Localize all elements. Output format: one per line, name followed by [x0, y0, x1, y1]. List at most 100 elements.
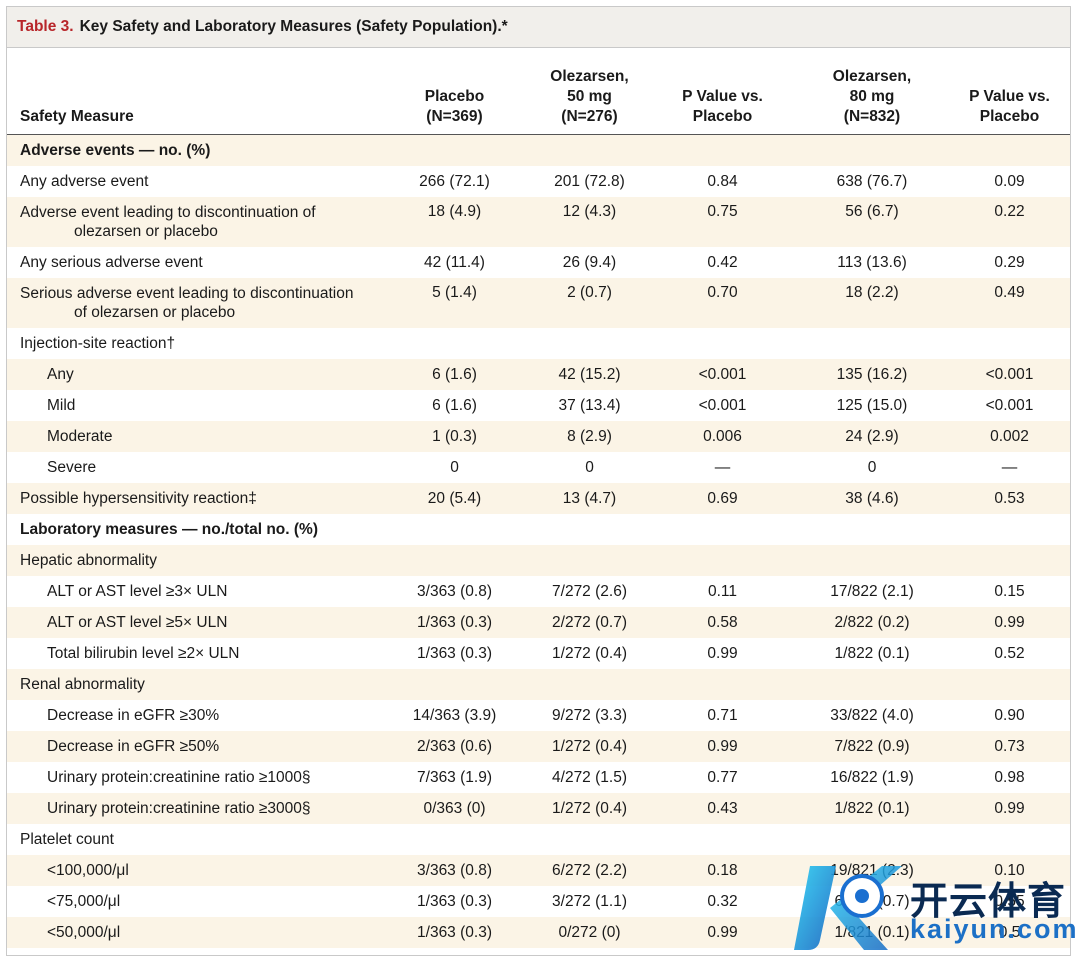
table-row: Any adverse event 266 (72.1) 201 (72.8) 0.8… [7, 166, 1070, 197]
p-value-50: 0.77 [707, 768, 738, 786]
table-row: Possible hypersensitivity reaction‡ 20 (5… [7, 483, 1070, 514]
table-title: Key Safety and Laboratory Measures (Safe… [79, 18, 508, 35]
placebo-value: 0/363 (0) [423, 799, 486, 817]
placebo-value: 42 (11.4) [424, 253, 485, 271]
p-value-50: <0.001 [698, 365, 747, 383]
placebo-value: 1/363 (0.3) [417, 892, 492, 910]
table-row: Hepatic abnormality [7, 545, 1070, 576]
row-label: Laboratory measures — no./total no. (%) [20, 520, 318, 538]
olezarsen-80-value: 33/822 (4.0) [830, 706, 914, 724]
row-label: Any adverse event [20, 172, 149, 190]
placebo-value: 18 (4.9) [427, 203, 482, 220]
olezarsen-50-value: 1/272 (0.4) [552, 644, 627, 662]
olezarsen-50-value: 6/272 (2.2) [552, 861, 627, 879]
row-label: Total bilirubin level ≥2× ULN [47, 644, 240, 662]
p-value-80: <0.001 [985, 396, 1034, 414]
placebo-value: 3/363 (0.8) [417, 861, 492, 879]
p-value-50: 0.42 [707, 253, 738, 271]
p-value-50: 0.32 [707, 892, 738, 910]
row-label: ALT or AST level ≥5× ULN [47, 613, 228, 631]
row-label: Platelet count [20, 830, 114, 848]
placebo-value: 0 [450, 458, 459, 476]
table-row: Total bilirubin level ≥2× ULN 1/363 (0.3)… [7, 638, 1070, 669]
section-row: Laboratory measures — no./total no. (%) [7, 514, 1070, 545]
olezarsen-50-value: 1/272 (0.4) [552, 799, 627, 817]
table-row: ALT or AST level ≥3× ULN 3/363 (0.8) 7/272… [7, 576, 1070, 607]
table-title-bar: Table 3. Key Safety and Laboratory Measu… [7, 7, 1070, 48]
row-label: ALT or AST level ≥3× ULN [47, 582, 228, 600]
placebo-value: 266 (72.1) [419, 172, 490, 190]
p-value-80: 0.10 [994, 861, 1025, 879]
placebo-value: 1/363 (0.3) [417, 923, 492, 941]
table-row: Platelet count [7, 824, 1070, 855]
row-label: <75,000/μl [47, 892, 121, 910]
p-value-50: 0.99 [707, 644, 738, 662]
olezarsen-80-value: 7/822 (0.9) [834, 737, 910, 755]
row-label: Moderate [47, 427, 113, 445]
olezarsen-50-value: 37 (13.4) [558, 396, 621, 414]
watermark: 开云体育 kaiyun.com [790, 862, 1077, 952]
row-label: Renal abnormality [20, 675, 145, 693]
p-value-50: 0.43 [707, 799, 738, 817]
olezarsen-80-value: 18 (2.2) [845, 284, 899, 301]
table-row: Any serious adverse event 42 (11.4) 26 (9.… [7, 247, 1070, 278]
section-row: Adverse events — no. (%) [7, 135, 1070, 166]
table-row: Decrease in eGFR ≥30% 14/363 (3.9) 9/272 (… [7, 700, 1070, 731]
olezarsen-80-value: 17/822 (2.1) [830, 582, 914, 600]
table-row: Severe 0 0 — 0 — [7, 452, 1070, 483]
table-row: Decrease in eGFR ≥50% 2/363 (0.6) 1/272 (0… [7, 731, 1070, 762]
table-number: Table 3. [17, 18, 74, 35]
row-label: Decrease in eGFR ≥30% [47, 706, 220, 724]
olezarsen-50-value: 26 (9.4) [562, 253, 617, 271]
row-label: Adverse event leading to discontinuation… [20, 197, 392, 253]
row-label: <50,000/μl [47, 923, 121, 941]
table-body: Adverse events — no. (%) Any adverse even… [7, 135, 1070, 948]
p-value-50: — [714, 458, 731, 476]
p-value-80: 0.15 [994, 582, 1025, 600]
p-value-80: 0.55 [994, 892, 1025, 910]
olezarsen-50-value: 4/272 (1.5) [552, 768, 627, 786]
p-value-50: <0.001 [698, 396, 747, 414]
row-label: Serious adverse event leading to discont… [20, 278, 392, 334]
row-label: Possible hypersensitivity reaction‡ [20, 489, 257, 507]
row-label-line2: olezarsen or placebo [74, 223, 218, 240]
p-value-80: 0.90 [994, 706, 1025, 724]
p-value-50: 0.75 [707, 203, 738, 220]
watermark-chinese-text: 开云体育 [910, 879, 1067, 923]
placebo-value: 3/363 (0.8) [417, 582, 492, 600]
table-header: Safety Measure Placebo (N=369) Olezarsen… [7, 48, 1070, 135]
olezarsen-80-value: 125 (15.0) [836, 396, 908, 414]
p-value-50: 0.99 [707, 737, 738, 755]
olezarsen-80-value: 1/822 (0.1) [834, 644, 910, 662]
p-value-80: 0.22 [994, 203, 1025, 220]
placebo-value: 2/363 (0.6) [417, 737, 492, 755]
table-row: Any 6 (1.6) 42 (15.2) <0.001 135 (16.2) <0.00… [7, 359, 1070, 390]
p-value-80: 0.99 [994, 799, 1025, 817]
table-row: Adverse event leading to discontinuation… [7, 197, 1070, 247]
table-frame: Table 3. Key Safety and Laboratory Measu… [6, 6, 1071, 956]
header-placebo: Placebo (N=369) [424, 88, 485, 125]
olezarsen-50-value: 12 (4.3) [562, 203, 617, 220]
header-safety-measure: Safety Measure [20, 108, 134, 125]
p-value-50: 0.70 [707, 284, 738, 301]
table-row: Serious adverse event leading to discont… [7, 278, 1070, 328]
p-value-80: 0.09 [994, 172, 1025, 190]
olezarsen-80-value: 56 (6.7) [845, 203, 899, 220]
row-label: Mild [47, 396, 76, 414]
placebo-value: 6 (1.6) [432, 365, 477, 383]
row-label: Adverse events — no. (%) [20, 141, 211, 159]
p-value-80: 0.49 [994, 284, 1025, 301]
olezarsen-80-value: 16/822 (1.9) [830, 768, 914, 786]
watermark-domain-text: kaiyun.com [910, 914, 1079, 944]
row-label: Any [47, 365, 74, 383]
olezarsen-80-value: 2/822 (0.2) [834, 613, 910, 631]
olezarsen-80-value: 638 (76.7) [836, 172, 908, 190]
row-label: Urinary protein:creatinine ratio ≥3000§ [47, 799, 311, 817]
header-olezarsen-50: Olezarsen, 50 mg (N=276) [550, 68, 629, 125]
olezarsen-80-value: 38 (4.6) [845, 489, 899, 507]
p-value-80: 0.73 [994, 737, 1025, 755]
table-row: Renal abnormality [7, 669, 1070, 700]
olezarsen-80-value: 24 (2.9) [845, 427, 899, 445]
olezarsen-50-value: 13 (4.7) [562, 489, 617, 507]
olezarsen-80-value: 19/821 (2.3) [830, 861, 914, 879]
